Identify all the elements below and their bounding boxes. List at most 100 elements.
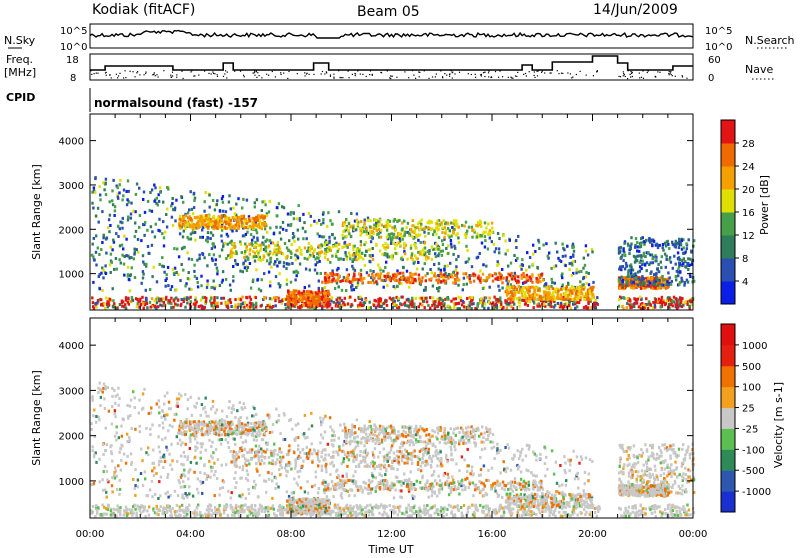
data-cell [328, 246, 330, 249]
data-cell [528, 265, 530, 268]
data-cell [273, 296, 275, 299]
colorbar-swatch [721, 258, 735, 282]
data-cell [341, 246, 343, 249]
data-cell [337, 257, 339, 260]
nave-point [256, 71, 257, 72]
data-cell [585, 293, 587, 296]
data-cell [119, 244, 121, 247]
data-cell [369, 504, 371, 507]
data-cell [399, 272, 401, 275]
data-cell [327, 211, 329, 214]
data-cell [485, 265, 487, 268]
data-cell [145, 263, 147, 266]
data-cell [200, 284, 202, 287]
data-cell [331, 255, 333, 258]
data-cell [637, 271, 639, 274]
data-cell [585, 271, 587, 274]
data-cell [389, 224, 391, 227]
data-cell [384, 242, 386, 245]
data-cell [425, 286, 427, 289]
data-cell [514, 293, 516, 296]
nsearch-label: N.Search [745, 34, 795, 47]
data-cell [165, 285, 167, 288]
data-cell [681, 508, 683, 511]
data-cell [226, 301, 228, 304]
data-cell [215, 220, 217, 223]
data-cell [497, 276, 499, 279]
data-cell [634, 261, 636, 264]
data-cell [414, 261, 416, 264]
data-cell [641, 263, 643, 266]
data-cell [366, 233, 368, 236]
data-cell [325, 304, 327, 307]
data-cell [130, 273, 132, 276]
data-cell [145, 299, 147, 302]
data-cell [364, 219, 366, 222]
data-cell [217, 222, 219, 225]
data-cell [476, 236, 478, 239]
data-cell [203, 223, 205, 226]
nave-point [586, 75, 587, 76]
data-cell [557, 290, 559, 293]
nave-point [597, 71, 598, 72]
data-cell [179, 218, 181, 221]
data-cell [457, 255, 459, 258]
data-cell [182, 235, 184, 238]
data-cell [434, 300, 436, 303]
data-cell [443, 236, 445, 239]
data-cell [472, 302, 474, 305]
nave-point [390, 75, 391, 76]
data-cell [113, 214, 115, 217]
nave-point [392, 76, 393, 77]
data-cell [477, 277, 479, 280]
data-cell [269, 239, 271, 242]
data-cell [205, 297, 207, 300]
data-cell [415, 273, 417, 276]
data-cell [247, 266, 249, 269]
nave-point [366, 76, 367, 77]
colorbar-swatch [721, 120, 735, 144]
data-cell [450, 512, 452, 515]
data-cell [346, 258, 348, 261]
data-cell [149, 301, 151, 304]
nave-point [620, 76, 621, 77]
nave-point [243, 75, 244, 76]
data-cell [219, 210, 221, 213]
freq-scale-top: 18 [66, 55, 79, 66]
data-cell [506, 294, 508, 297]
data-cell [446, 513, 448, 516]
data-cell [129, 508, 131, 511]
data-cell [220, 297, 222, 300]
data-cell [203, 256, 205, 259]
data-cell [122, 217, 124, 220]
data-cell [359, 303, 361, 306]
nave-point [330, 76, 331, 77]
data-cell [554, 515, 556, 518]
data-cell [309, 250, 311, 253]
data-cell [183, 300, 185, 303]
data-cell [318, 298, 320, 301]
data-cell [321, 297, 323, 300]
data-cell [585, 306, 587, 309]
data-cell [680, 243, 682, 246]
data-cell [365, 299, 367, 302]
nave-point [204, 71, 205, 72]
data-cell [187, 277, 189, 280]
data-cell [365, 227, 367, 230]
data-cell [521, 263, 523, 266]
data-cell [210, 237, 212, 240]
data-cell [435, 233, 437, 236]
data-cell [95, 215, 97, 218]
data-cell [450, 239, 452, 242]
data-cell [424, 274, 426, 277]
data-cell [423, 231, 425, 234]
data-cell [420, 219, 422, 222]
data-cell [100, 298, 102, 301]
data-cell [200, 275, 202, 278]
data-cell [350, 303, 352, 306]
data-cell [117, 225, 119, 228]
data-cell [113, 302, 115, 305]
data-cell [119, 221, 121, 224]
data-cell [292, 232, 294, 235]
data-cell [182, 201, 184, 204]
